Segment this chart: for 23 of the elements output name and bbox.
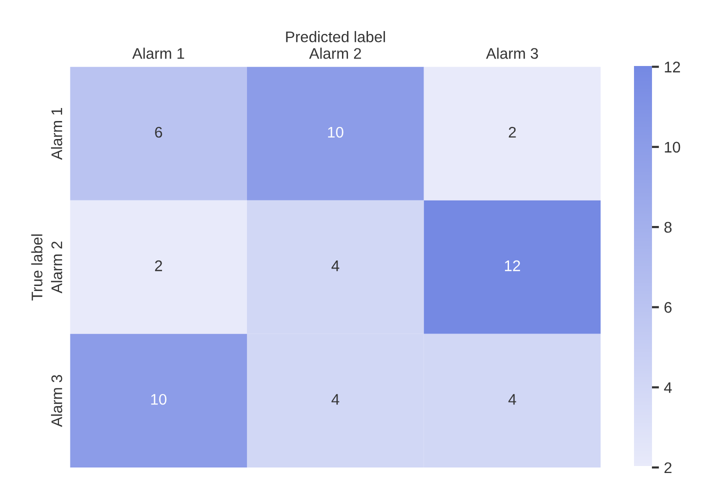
data-label: 4 [332,260,340,272]
data-label: 10 [151,394,166,405]
y-axis-title: True label [31,234,42,300]
x-axis-title: Predicted label [286,31,385,42]
color-bar-label: 8 [664,222,672,233]
data-label: 12 [504,260,520,272]
data-label: 2 [155,260,162,272]
x-tick-label: Alarm 1 [132,48,184,59]
data-label: 4 [332,394,340,405]
color-bar-label: 12 [664,62,680,72]
data-label: 10 [328,126,344,138]
y-tick-label: Alarm 1 [50,108,62,160]
color-bar-label: 10 [664,142,680,153]
y-tick-label: Alarm 2 [50,242,62,294]
color-bar-label: 6 [664,302,672,313]
data-label: 2 [508,126,516,138]
x-tick-label: Alarm 3 [486,48,538,59]
y-tick-label: Alarm 3 [50,375,62,427]
color-bar-label: 2 [664,462,672,473]
data-label: 6 [155,126,162,138]
x-tick-label: Alarm 2 [309,48,361,59]
color-bar-label: 4 [664,382,672,393]
data-label: 4 [508,394,516,405]
